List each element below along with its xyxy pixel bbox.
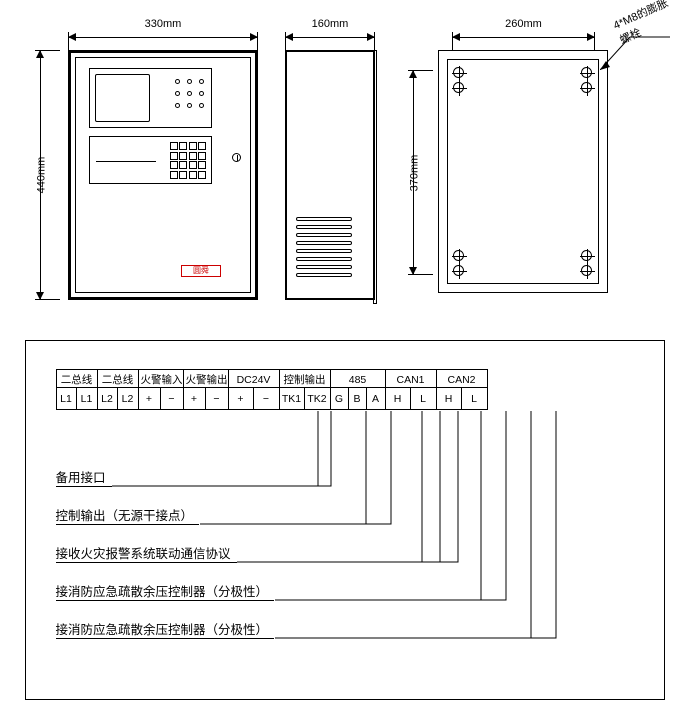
terminal-header: CAN2 bbox=[437, 370, 487, 388]
description-text: 控制输出（无源干接点） bbox=[56, 505, 200, 525]
terminal-header: 二总线 bbox=[57, 370, 97, 388]
terminal-cell: B bbox=[349, 388, 367, 409]
mount-holes bbox=[451, 67, 467, 93]
terminal-cell: L1 bbox=[57, 388, 77, 409]
display-panel bbox=[89, 68, 212, 128]
description-item: 接消防应急疏散余压控制器（分极性） bbox=[56, 585, 275, 601]
terminal-cell: L2 bbox=[98, 388, 118, 409]
description-item: 接消防应急疏散余压控制器（分极性） bbox=[56, 623, 275, 639]
dim-front-height: 440mm bbox=[25, 50, 45, 300]
terminal-column: 火警输入+− bbox=[139, 370, 184, 409]
terminal-cell: + bbox=[229, 388, 254, 409]
terminal-cell: L2 bbox=[118, 388, 138, 409]
dim-label: 330mm bbox=[68, 18, 258, 30]
description-item: 控制输出（无源干接点） bbox=[56, 509, 275, 525]
dim-label: 370mm bbox=[408, 154, 420, 191]
brand-logo: 圆舜 bbox=[181, 265, 221, 277]
terminal-header: CAN1 bbox=[386, 370, 436, 388]
terminal-cell: + bbox=[139, 388, 161, 409]
terminal-cell: H bbox=[437, 388, 462, 409]
terminal-header: 火警输出 bbox=[184, 370, 228, 388]
terminal-column: 二总线L1L1 bbox=[57, 370, 98, 409]
ventilation-slots bbox=[296, 217, 352, 281]
description-item: 接收火灾报警系统联动通信协议 bbox=[56, 547, 275, 563]
terminal-header: DC24V bbox=[229, 370, 279, 388]
printer-slot bbox=[96, 161, 156, 162]
terminal-column: 二总线L2L2 bbox=[98, 370, 139, 409]
terminal-cell: A bbox=[367, 388, 385, 409]
terminal-column: DC24V+− bbox=[229, 370, 280, 409]
mount-holes bbox=[451, 250, 467, 276]
lower-panel bbox=[89, 136, 212, 184]
back-view bbox=[438, 50, 608, 293]
lock-icon bbox=[232, 153, 241, 162]
description-item: 备用接口 bbox=[56, 471, 275, 487]
terminal-cell: − bbox=[206, 388, 228, 409]
terminal-cell: G bbox=[331, 388, 349, 409]
dim-label: 260mm bbox=[452, 18, 595, 30]
terminal-column: 控制输出TK1TK2 bbox=[280, 370, 331, 409]
description-text: 备用接口 bbox=[56, 467, 112, 487]
wiring-diagram: 二总线L1L1二总线L2L2火警输入+−火警输出+−DC24V+−控制输出TK1… bbox=[25, 340, 665, 700]
dim-label: 160mm bbox=[285, 18, 375, 30]
terminal-cell: − bbox=[161, 388, 183, 409]
terminal-header: 控制输出 bbox=[280, 370, 330, 388]
terminal-block: 二总线L1L1二总线L2L2火警输入+−火警输出+−DC24V+−控制输出TK1… bbox=[56, 369, 488, 410]
front-view: 圆舜 bbox=[68, 50, 258, 300]
bolt-note: 4*M8的膨胀螺栓 bbox=[610, 0, 680, 48]
terminal-cell: L1 bbox=[77, 388, 97, 409]
dim-back-width: 260mm bbox=[452, 22, 595, 42]
terminal-cell: L bbox=[411, 388, 436, 409]
description-text: 接收火灾报警系统联动通信协议 bbox=[56, 543, 237, 563]
terminal-cell: TK1 bbox=[280, 388, 305, 409]
mount-holes bbox=[579, 250, 595, 276]
keypad bbox=[170, 142, 207, 179]
lcd-screen bbox=[95, 74, 150, 122]
terminal-column: 火警输出+− bbox=[184, 370, 229, 409]
dim-front-width: 330mm bbox=[68, 22, 258, 42]
terminal-cell: L bbox=[462, 388, 487, 409]
led-grid bbox=[175, 79, 205, 109]
side-view bbox=[285, 50, 375, 300]
terminal-column: CAN2HL bbox=[437, 370, 487, 409]
terminal-column: 485GBA bbox=[331, 370, 386, 409]
description-text: 接消防应急疏散余压控制器（分极性） bbox=[56, 581, 275, 601]
orthographic-views: 330mm 440mm bbox=[10, 10, 679, 310]
terminal-header: 485 bbox=[331, 370, 385, 388]
dim-side-width: 160mm bbox=[285, 22, 375, 42]
description-text: 接消防应急疏散余压控制器（分极性） bbox=[56, 619, 275, 639]
mount-holes bbox=[579, 67, 595, 93]
terminal-cell: − bbox=[254, 388, 279, 409]
terminal-header: 二总线 bbox=[98, 370, 138, 388]
description-list: 备用接口控制输出（无源干接点）接收火灾报警系统联动通信协议接消防应急疏散余压控制… bbox=[56, 471, 275, 661]
terminal-column: CAN1HL bbox=[386, 370, 437, 409]
terminal-header: 火警输入 bbox=[139, 370, 183, 388]
dim-label: 440mm bbox=[35, 157, 47, 194]
dim-back-height: 370mm bbox=[398, 70, 418, 275]
terminal-cell: H bbox=[386, 388, 411, 409]
terminal-cell: TK2 bbox=[305, 388, 330, 409]
terminal-cell: + bbox=[184, 388, 206, 409]
